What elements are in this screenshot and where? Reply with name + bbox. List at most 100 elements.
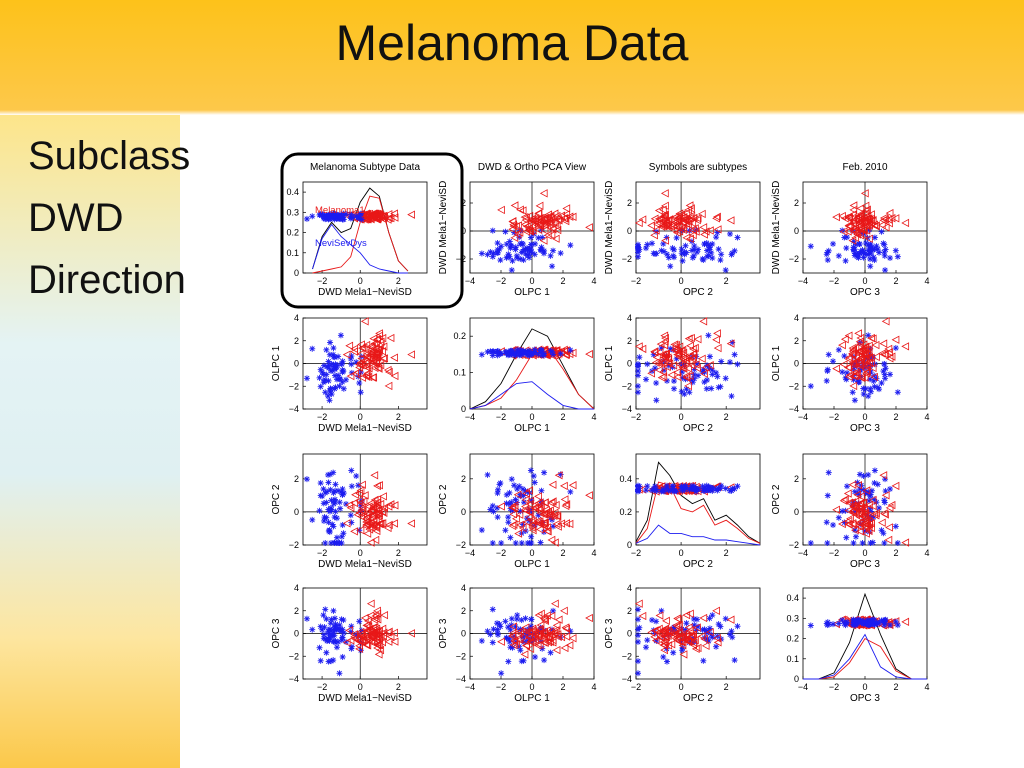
class1-marker — [870, 220, 878, 229]
class1-marker — [850, 525, 859, 535]
class1-marker — [844, 506, 853, 515]
class2-marker — [825, 469, 832, 476]
class2-marker — [635, 486, 641, 493]
class1-marker — [844, 372, 853, 381]
class1-marker — [844, 331, 853, 340]
class1-marker — [881, 510, 889, 519]
class1-marker — [885, 354, 894, 363]
class1-marker — [518, 206, 527, 215]
class2-marker — [717, 257, 724, 264]
x-tick-label: 0 — [862, 276, 867, 286]
density-curve-class2 — [312, 223, 408, 274]
class2-marker — [526, 254, 533, 261]
class1-marker — [682, 208, 691, 218]
class1-marker — [656, 214, 665, 224]
class1-marker — [549, 511, 558, 520]
class2-marker — [635, 246, 641, 253]
class1-marker — [705, 226, 714, 235]
y-axis-label: DWD Mela1−NeviSD — [604, 181, 615, 275]
class1-marker — [374, 214, 382, 223]
class2-marker — [856, 379, 863, 386]
class1-marker — [713, 225, 722, 234]
class2-marker — [478, 351, 485, 358]
class1-marker — [667, 640, 676, 649]
class2-marker — [348, 467, 355, 474]
class1-marker — [661, 201, 669, 210]
y-tick-label: 0.2 — [619, 507, 632, 517]
class1-marker — [713, 329, 721, 338]
class1-marker — [856, 373, 865, 382]
x-tick-label: 2 — [560, 682, 565, 692]
class2-marker — [728, 487, 735, 494]
class1-marker — [877, 220, 886, 230]
class1-marker — [843, 363, 852, 372]
class2-marker — [317, 383, 324, 390]
class2-marker — [478, 250, 485, 257]
class1-marker — [661, 236, 669, 245]
class1-marker — [679, 629, 687, 639]
class1-marker — [585, 491, 593, 500]
y-tick-label: 0 — [794, 359, 799, 369]
class2-marker — [709, 255, 716, 262]
class1-marker — [376, 337, 385, 346]
class2-marker — [894, 622, 901, 629]
class2-marker — [892, 345, 899, 352]
class2-marker — [337, 505, 344, 512]
class1-marker — [879, 339, 888, 348]
class1-marker — [673, 614, 681, 623]
class1-marker — [516, 627, 524, 636]
class2-marker — [635, 389, 641, 396]
y-tick-label: 2 — [627, 336, 632, 346]
class2-marker — [663, 658, 670, 665]
panel-frame-r3c1 — [302, 453, 428, 546]
class1-marker — [848, 480, 857, 489]
class2-marker — [490, 626, 497, 633]
class2-marker — [865, 332, 872, 339]
y-tick-label: 2 — [461, 474, 466, 484]
class1-marker — [562, 204, 571, 213]
class1-marker — [539, 638, 548, 647]
class1-marker — [849, 502, 858, 511]
class1-marker — [647, 221, 655, 230]
x-tick-label: −4 — [798, 682, 808, 692]
y-tick-label: 2 — [294, 606, 299, 616]
class1-marker — [373, 335, 381, 344]
class2-marker — [876, 386, 883, 393]
x-tick-label: 0 — [358, 276, 363, 286]
class2-marker — [478, 527, 485, 534]
class2-marker — [330, 489, 337, 496]
class1-marker — [374, 347, 383, 356]
class2-marker — [892, 523, 899, 530]
class1-marker — [670, 213, 679, 222]
class2-marker — [535, 512, 542, 519]
class1-marker — [853, 369, 862, 378]
class1-marker — [547, 535, 556, 545]
class2-marker — [516, 352, 523, 359]
class2-marker — [706, 353, 713, 360]
class2-marker — [508, 347, 515, 354]
class2-marker — [701, 379, 708, 386]
class2-marker — [335, 353, 342, 360]
class1-marker — [376, 519, 385, 528]
class1-marker — [881, 317, 890, 326]
class1-marker — [866, 353, 875, 362]
class1-marker — [657, 358, 666, 368]
class1-marker — [342, 519, 351, 528]
class1-marker — [372, 522, 380, 531]
class1-marker — [881, 491, 890, 500]
class1-marker — [520, 650, 529, 659]
y-tick-label: 2 — [794, 336, 799, 346]
density-curve-combined — [469, 328, 595, 410]
class2-marker — [839, 369, 846, 376]
class1-marker — [520, 502, 529, 511]
class2-marker — [357, 389, 364, 396]
class1-marker — [380, 212, 389, 222]
class1-marker — [508, 503, 516, 512]
class2-marker — [339, 491, 346, 498]
class1-marker — [670, 630, 679, 639]
class1-marker — [859, 230, 868, 240]
class1-marker — [547, 611, 556, 621]
class1-marker — [660, 211, 669, 220]
class1-marker — [373, 500, 382, 510]
class1-marker — [383, 365, 392, 375]
